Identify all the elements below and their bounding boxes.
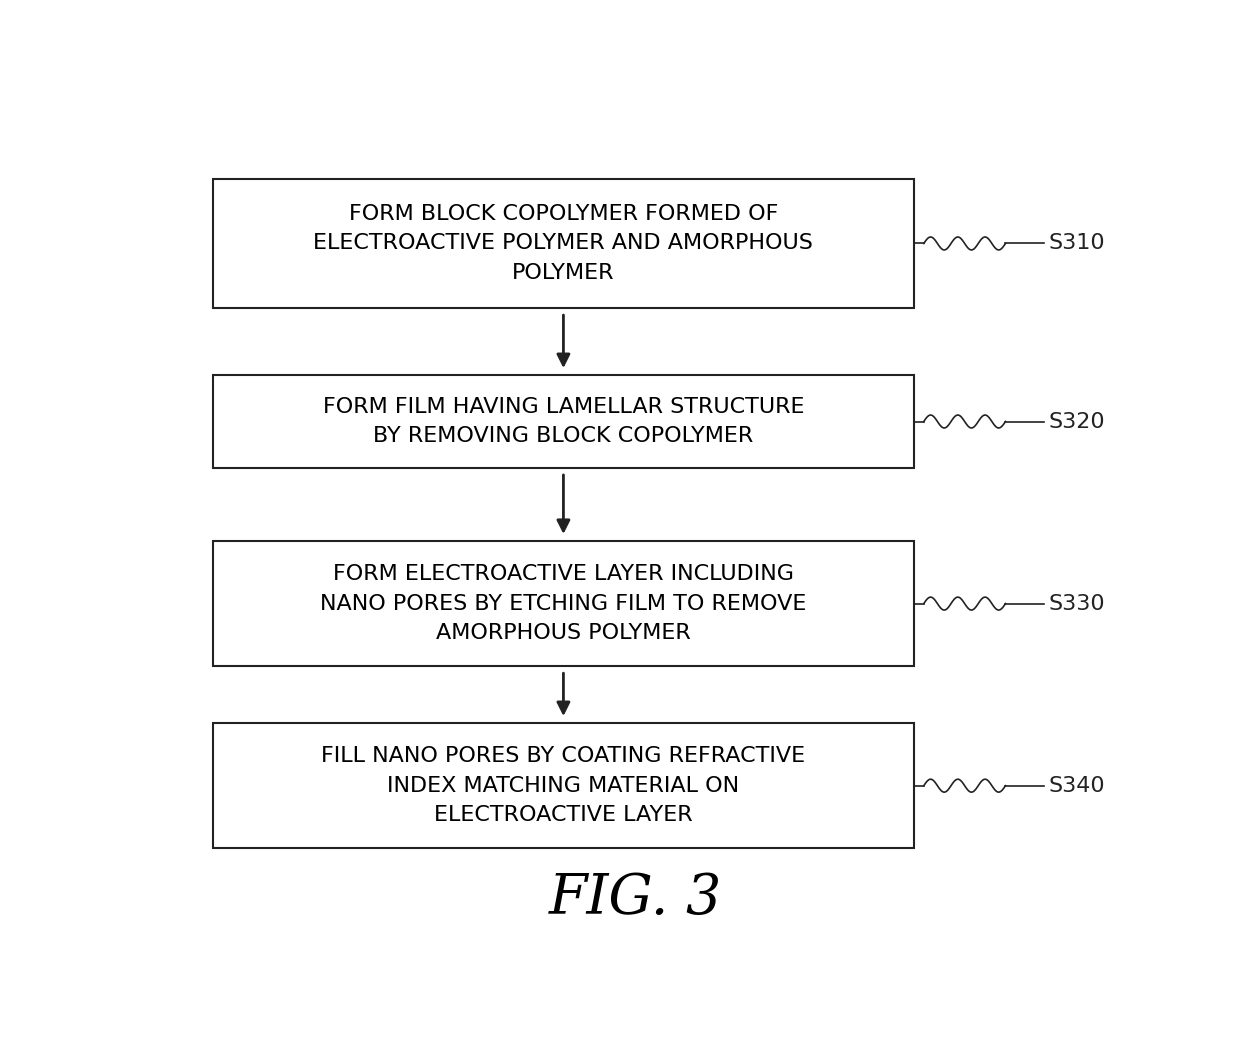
Text: FORM BLOCK COPOLYMER FORMED OF
ELECTROACTIVE POLYMER AND AMORPHOUS
POLYMER: FORM BLOCK COPOLYMER FORMED OF ELECTROAC… xyxy=(314,204,813,283)
Text: S340: S340 xyxy=(1049,776,1105,796)
Text: FILL NANO PORES BY COATING REFRACTIVE
INDEX MATCHING MATERIAL ON
ELECTROACTIVE L: FILL NANO PORES BY COATING REFRACTIVE IN… xyxy=(321,746,806,825)
Text: FORM FILM HAVING LAMELLAR STRUCTURE
BY REMOVING BLOCK COPOLYMER: FORM FILM HAVING LAMELLAR STRUCTURE BY R… xyxy=(322,396,805,447)
Bar xyxy=(213,541,914,666)
Text: FORM ELECTROACTIVE LAYER INCLUDING
NANO PORES BY ETCHING FILM TO REMOVE
AMORPHOU: FORM ELECTROACTIVE LAYER INCLUDING NANO … xyxy=(320,564,806,643)
Bar xyxy=(213,375,914,468)
Bar xyxy=(213,723,914,848)
Text: FIG. 3: FIG. 3 xyxy=(549,871,722,926)
Bar xyxy=(213,179,914,308)
Text: S330: S330 xyxy=(1049,594,1105,614)
Text: S310: S310 xyxy=(1049,233,1105,253)
Text: S320: S320 xyxy=(1049,412,1105,432)
